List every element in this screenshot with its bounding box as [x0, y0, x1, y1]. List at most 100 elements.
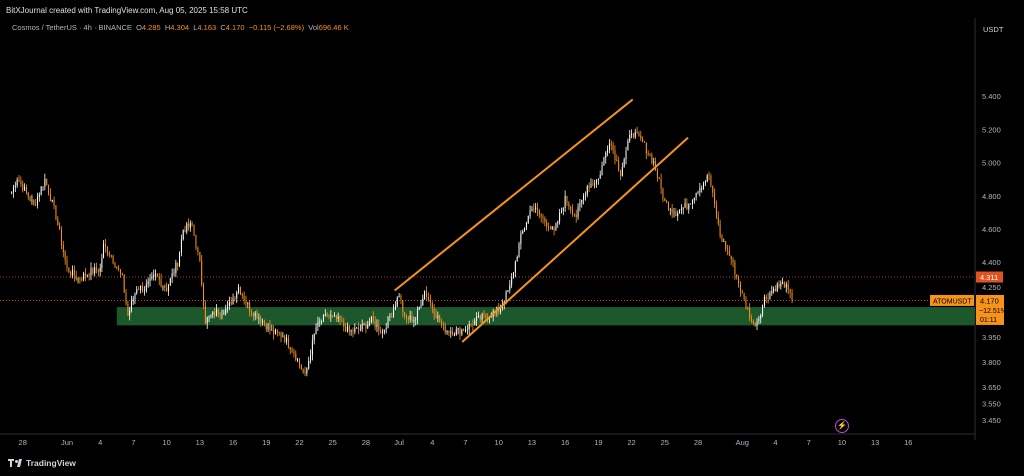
candle-body — [416, 309, 418, 320]
support-zone — [116, 307, 975, 326]
y-tick-label: 3.650 — [982, 383, 1001, 392]
candle-body — [754, 323, 756, 327]
candle-body — [328, 316, 330, 317]
candle-body — [300, 364, 302, 370]
candle-body — [719, 223, 721, 236]
candle-body — [276, 329, 278, 332]
candle-body — [682, 207, 684, 209]
candle-body — [767, 298, 769, 300]
candle-body — [413, 320, 415, 322]
candle-body — [143, 290, 145, 292]
x-tick-label: 13 — [871, 438, 879, 447]
axis-unit-label[interactable]: USDT — [983, 25, 1004, 34]
candle-body — [679, 210, 681, 214]
low-value: 4.163 — [197, 23, 217, 32]
candle-body — [265, 323, 267, 330]
candle-body — [542, 216, 544, 219]
candle-body — [215, 309, 217, 316]
x-tick-label: 13 — [528, 438, 536, 447]
tradingview-logo[interactable]: TradingView — [8, 458, 76, 468]
candle-body — [701, 188, 703, 189]
candle-body — [507, 290, 509, 292]
candle-body — [346, 326, 348, 332]
candle-body — [27, 192, 29, 198]
candle-body — [206, 317, 208, 324]
candle-body — [134, 293, 136, 299]
candle-body — [97, 270, 99, 272]
candle-body — [155, 273, 157, 275]
candle-body — [769, 292, 771, 299]
candle-body — [481, 314, 483, 320]
candle-body — [160, 279, 162, 287]
candle-body — [728, 250, 730, 256]
x-tick-label: 4 — [98, 438, 102, 447]
candle-body — [164, 285, 166, 288]
candle-body — [699, 188, 701, 193]
candle-body — [348, 326, 350, 332]
candle-body — [149, 278, 151, 282]
candle-body — [662, 188, 664, 199]
candle-body — [367, 324, 369, 329]
candle-body — [151, 276, 153, 279]
candle-body — [66, 259, 68, 268]
candle-body — [583, 195, 585, 200]
candle-body — [225, 308, 227, 314]
candle-body — [470, 323, 472, 325]
candle-body — [350, 330, 352, 332]
candle-body — [627, 141, 629, 151]
candle-body — [625, 150, 627, 160]
candle-body — [529, 210, 531, 216]
candle-body — [415, 319, 417, 321]
candle-body — [405, 315, 407, 318]
price-chart[interactable]: 5.400 5.200 5.000 4.800 4.600 4.400 4.250 3.950… — [0, 0, 1024, 452]
candle-body — [289, 347, 291, 350]
candle-body — [173, 273, 175, 274]
candle-body — [55, 205, 57, 219]
candle-body — [402, 300, 404, 313]
candle-body — [385, 328, 387, 330]
candle-body — [643, 142, 645, 143]
y-tick-label: 5.400 — [982, 92, 1001, 101]
candle-body — [49, 194, 51, 202]
candle-body — [317, 321, 319, 328]
candle-body — [514, 261, 516, 273]
candle-body — [48, 185, 50, 195]
candle-body — [31, 200, 33, 202]
candle-body — [684, 203, 686, 208]
candle-body — [125, 292, 127, 304]
candle-body — [234, 297, 236, 299]
candle-body — [273, 330, 275, 334]
candle-body — [81, 279, 83, 280]
candle-body — [619, 170, 622, 176]
candle-body — [723, 241, 725, 242]
candle-body — [16, 179, 18, 186]
candle-body — [29, 197, 31, 202]
candle-body — [260, 317, 262, 322]
candle-body — [167, 285, 169, 292]
candle-body — [249, 302, 251, 312]
symbol-label[interactable]: Cosmos / TetherUS · 4h · BINANCE — [12, 23, 132, 32]
candle-body — [302, 369, 304, 373]
candle-body — [359, 329, 361, 330]
candle-body — [180, 239, 182, 253]
candle-body — [559, 212, 561, 222]
candle-body — [725, 241, 727, 250]
candle-body — [376, 324, 378, 328]
candle-body — [59, 225, 61, 230]
candle-body — [389, 316, 391, 318]
lightning-icon[interactable]: ⚡ — [835, 419, 849, 433]
candle-body — [51, 199, 53, 202]
close-value: 4.170 — [225, 23, 245, 32]
candle-body — [254, 312, 256, 317]
candle-body — [579, 203, 581, 207]
candle-body — [727, 249, 729, 251]
candle-body — [411, 315, 413, 322]
candle-body — [239, 287, 241, 295]
candle-body — [123, 275, 125, 293]
candle-body — [175, 262, 177, 274]
candle-body — [208, 315, 210, 318]
candle-body — [773, 288, 775, 292]
x-tick-label: 22 — [627, 438, 635, 447]
candle-body — [282, 336, 284, 338]
candle-body — [36, 196, 38, 205]
